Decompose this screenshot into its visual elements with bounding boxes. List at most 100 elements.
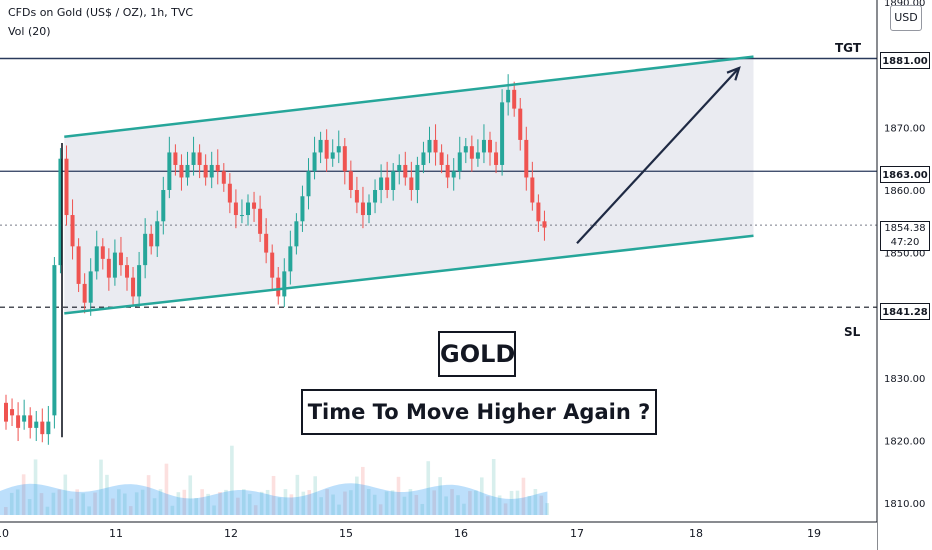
candle-body xyxy=(185,164,190,178)
volume-bar xyxy=(337,504,341,515)
volume-bar xyxy=(343,491,347,515)
volume-bar xyxy=(242,489,246,515)
volume-bar xyxy=(140,489,145,515)
candle-body xyxy=(252,202,257,209)
volume-bar xyxy=(402,496,407,515)
volume-bar xyxy=(194,497,198,515)
arrow-head xyxy=(726,66,741,81)
volume-bar xyxy=(176,492,181,515)
candle-body xyxy=(106,258,111,278)
candle-body xyxy=(342,146,347,172)
stop-price-tag: 1841.28 xyxy=(880,303,930,320)
candle-body xyxy=(306,171,311,197)
volume-bar xyxy=(259,491,264,515)
volume-bar xyxy=(63,474,68,515)
candle-body xyxy=(348,171,353,190)
volume-bar xyxy=(515,490,520,515)
volume-bar xyxy=(384,491,389,515)
price-tick-label: 1830.00 xyxy=(884,374,925,385)
volume-bar xyxy=(533,489,538,515)
volume-bar xyxy=(265,489,270,515)
volume-bar xyxy=(69,498,74,515)
volume-bar xyxy=(87,506,91,515)
candle-body xyxy=(155,221,160,247)
candle-body xyxy=(246,202,250,216)
volume-bar xyxy=(277,497,282,515)
candle-body xyxy=(167,152,172,190)
volume-bar xyxy=(396,476,401,515)
candle-body xyxy=(506,89,511,103)
candle-body xyxy=(397,164,402,172)
channel-upper-line xyxy=(64,55,754,139)
volume-bar xyxy=(307,490,312,515)
volume-ma-area xyxy=(0,483,548,515)
candle-body xyxy=(143,233,148,266)
time-tick-label: 16 xyxy=(454,527,468,540)
volume-bar xyxy=(497,495,502,515)
volume-bar xyxy=(349,490,353,515)
candle-body xyxy=(209,164,214,178)
candle-body xyxy=(360,202,365,216)
volume-bar xyxy=(117,489,121,515)
volume-bar xyxy=(545,503,550,515)
volume-bar xyxy=(444,496,448,515)
volume-bar xyxy=(123,493,127,515)
candle-body xyxy=(173,152,178,165)
candle-body xyxy=(264,233,269,253)
volume-bar xyxy=(152,498,157,515)
candle-body xyxy=(34,421,39,428)
candle-body xyxy=(488,139,492,153)
volume-bar xyxy=(426,461,431,515)
volume-bar xyxy=(212,505,216,515)
candle-body xyxy=(542,221,547,228)
candle-body xyxy=(518,108,523,140)
candle-body xyxy=(161,190,166,222)
candle-body xyxy=(324,139,329,159)
candle-body xyxy=(373,190,378,203)
candle-body xyxy=(391,171,396,190)
volume-bar xyxy=(158,489,163,515)
candle-body xyxy=(300,196,305,222)
price-tick-label: 1890.00 xyxy=(884,0,925,9)
volume-bar xyxy=(188,475,193,515)
candle-body xyxy=(421,152,426,165)
candle-body xyxy=(354,190,359,203)
price-tick-label: 1860.00 xyxy=(884,186,925,197)
subtitle-box: Time To Move Higher Again ? xyxy=(301,389,657,435)
candle-body xyxy=(409,177,414,190)
volume-bar xyxy=(313,476,317,515)
volume-bar xyxy=(75,489,79,515)
volume-bar xyxy=(253,505,258,515)
price-tick-label: 1870.00 xyxy=(884,123,925,134)
candle-body xyxy=(125,265,129,278)
volume-bar xyxy=(21,474,26,515)
candle-body xyxy=(494,152,499,165)
channel-lower-line xyxy=(64,234,754,315)
volume-bar xyxy=(438,477,442,515)
candle-body xyxy=(367,202,371,216)
currency-badge[interactable]: USD xyxy=(890,5,922,31)
volume-bar xyxy=(503,503,508,515)
volume-bar xyxy=(366,489,371,515)
volume-bar xyxy=(319,497,323,515)
candle-body xyxy=(88,271,93,303)
candle-body xyxy=(524,139,529,178)
volume-bar xyxy=(283,489,288,515)
volume-bar xyxy=(485,496,490,515)
candle-body xyxy=(22,415,27,422)
candle-body xyxy=(76,246,81,284)
symbol-title: CFDs on Gold (US$ / OZ), 1h, TVC xyxy=(8,6,194,19)
time-tick-label: 11 xyxy=(109,527,123,540)
candle-body xyxy=(282,271,287,297)
candle-body xyxy=(318,139,323,153)
candle-body xyxy=(52,265,57,416)
price-tick-label: 1850.00 xyxy=(884,249,925,260)
candle-body xyxy=(94,246,99,272)
volume-bar xyxy=(93,492,97,515)
volume-bar xyxy=(4,507,8,515)
volume-bar xyxy=(491,459,496,515)
volume-bar xyxy=(206,493,210,515)
candle-body xyxy=(463,146,468,153)
volume-bar xyxy=(9,492,14,515)
